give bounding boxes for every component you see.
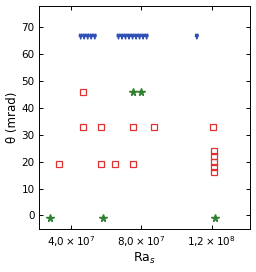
X-axis label: Ra$_s$: Ra$_s$ xyxy=(133,251,156,267)
Y-axis label: θ (mrad): θ (mrad) xyxy=(6,92,18,143)
